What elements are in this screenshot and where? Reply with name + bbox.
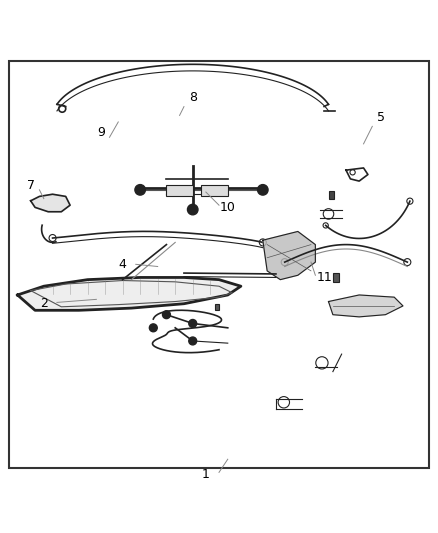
Bar [333, 273, 339, 282]
Circle shape [187, 204, 198, 215]
Text: 1: 1 [202, 468, 210, 481]
Polygon shape [328, 295, 403, 317]
Circle shape [258, 184, 268, 195]
Bar [166, 185, 193, 197]
Circle shape [189, 319, 197, 327]
Polygon shape [18, 278, 241, 310]
Circle shape [162, 311, 170, 319]
Text: 7: 7 [27, 179, 35, 192]
Circle shape [135, 184, 145, 195]
Bar [215, 304, 219, 310]
Polygon shape [263, 231, 315, 280]
Circle shape [149, 324, 157, 332]
Text: 5: 5 [377, 111, 385, 124]
Text: 10: 10 [220, 201, 236, 214]
Circle shape [189, 337, 197, 345]
Text: 8: 8 [189, 91, 197, 104]
Text: 4: 4 [119, 258, 127, 271]
Text: 2: 2 [40, 297, 48, 310]
Text: 11: 11 [316, 271, 332, 284]
Bar [328, 191, 334, 199]
Text: 9: 9 [97, 126, 105, 140]
Polygon shape [31, 194, 70, 212]
Bar [201, 185, 228, 197]
